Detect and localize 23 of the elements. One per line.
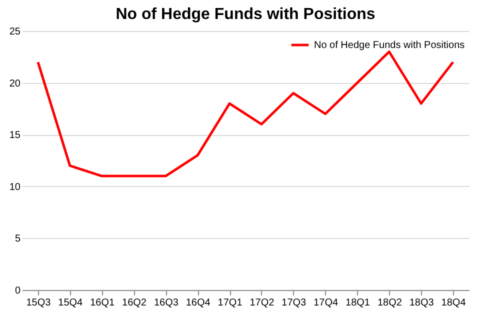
y-tick-label: 0 [14, 286, 21, 296]
x-tick-label: 16Q4 [186, 298, 211, 308]
x-tick-label: 17Q3 [282, 298, 307, 308]
x-tick-label: 17Q4 [314, 298, 338, 308]
legend-label: No of Hedge Funds with Positions [314, 40, 465, 51]
x-tick-label: 16Q3 [154, 298, 179, 308]
x-tick-label: 17Q2 [250, 298, 275, 308]
chart-title: No of Hedge Funds with Positions [116, 6, 376, 23]
x-tick-label: 16Q1 [90, 298, 115, 308]
x-tick-label: 18Q1 [346, 298, 370, 308]
x-tick-label: 15Q3 [26, 298, 52, 308]
x-tick-label: 18Q2 [377, 298, 402, 308]
y-tick-label: 5 [14, 234, 21, 245]
x-tick-label: 15Q4 [58, 298, 84, 308]
y-tick-label: 10 [9, 182, 21, 193]
x-tick-label: 18Q4 [441, 298, 466, 308]
x-tick-label: 17Q1 [218, 298, 243, 308]
y-tick-label: 20 [9, 78, 21, 90]
line-series [36, 50, 454, 178]
x-tick-label: 18Q3 [409, 298, 434, 308]
x-tick-label: 16Q2 [122, 298, 147, 308]
y-tick-label: 15 [9, 130, 21, 142]
y-tick-label: 25 [9, 26, 21, 38]
